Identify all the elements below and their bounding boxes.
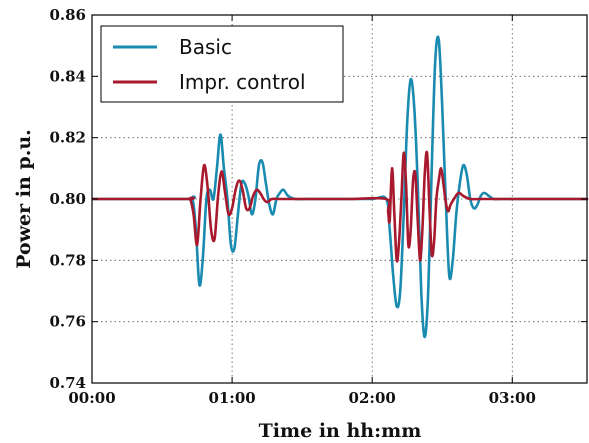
x-tick-label: 01:00: [208, 389, 255, 407]
y-tick-label: 0.80: [49, 190, 86, 208]
y-tick-label: 0.78: [49, 251, 86, 269]
legend-box: [100, 25, 344, 103]
axis-ticks: 0.74 0.76 0.78 0.80 0.82 0.84 0.86 00:00 01:00 02…: [49, 6, 587, 407]
y-tick-label: 0.84: [49, 67, 86, 85]
x-tick-label: 00:00: [68, 389, 115, 407]
x-tick-label: 03:00: [489, 389, 536, 407]
y-tick-label: 0.74: [49, 374, 86, 392]
y-tick-label: 0.76: [49, 313, 86, 331]
x-axis-title: Time in hh:mm: [259, 420, 422, 442]
x-tick-label: 02:00: [349, 389, 396, 407]
y-axis-title: Power in p.u.: [13, 129, 35, 269]
legend-label-impr-control: Impr. control: [179, 70, 306, 94]
series-line-impr-control: [92, 150, 589, 263]
y-tick-label: 0.82: [49, 129, 86, 147]
legend: Basic Impr. control: [100, 25, 344, 103]
legend-label-basic: Basic: [179, 35, 232, 59]
series-lines: [92, 35, 589, 339]
y-tick-label: 0.86: [49, 6, 86, 24]
